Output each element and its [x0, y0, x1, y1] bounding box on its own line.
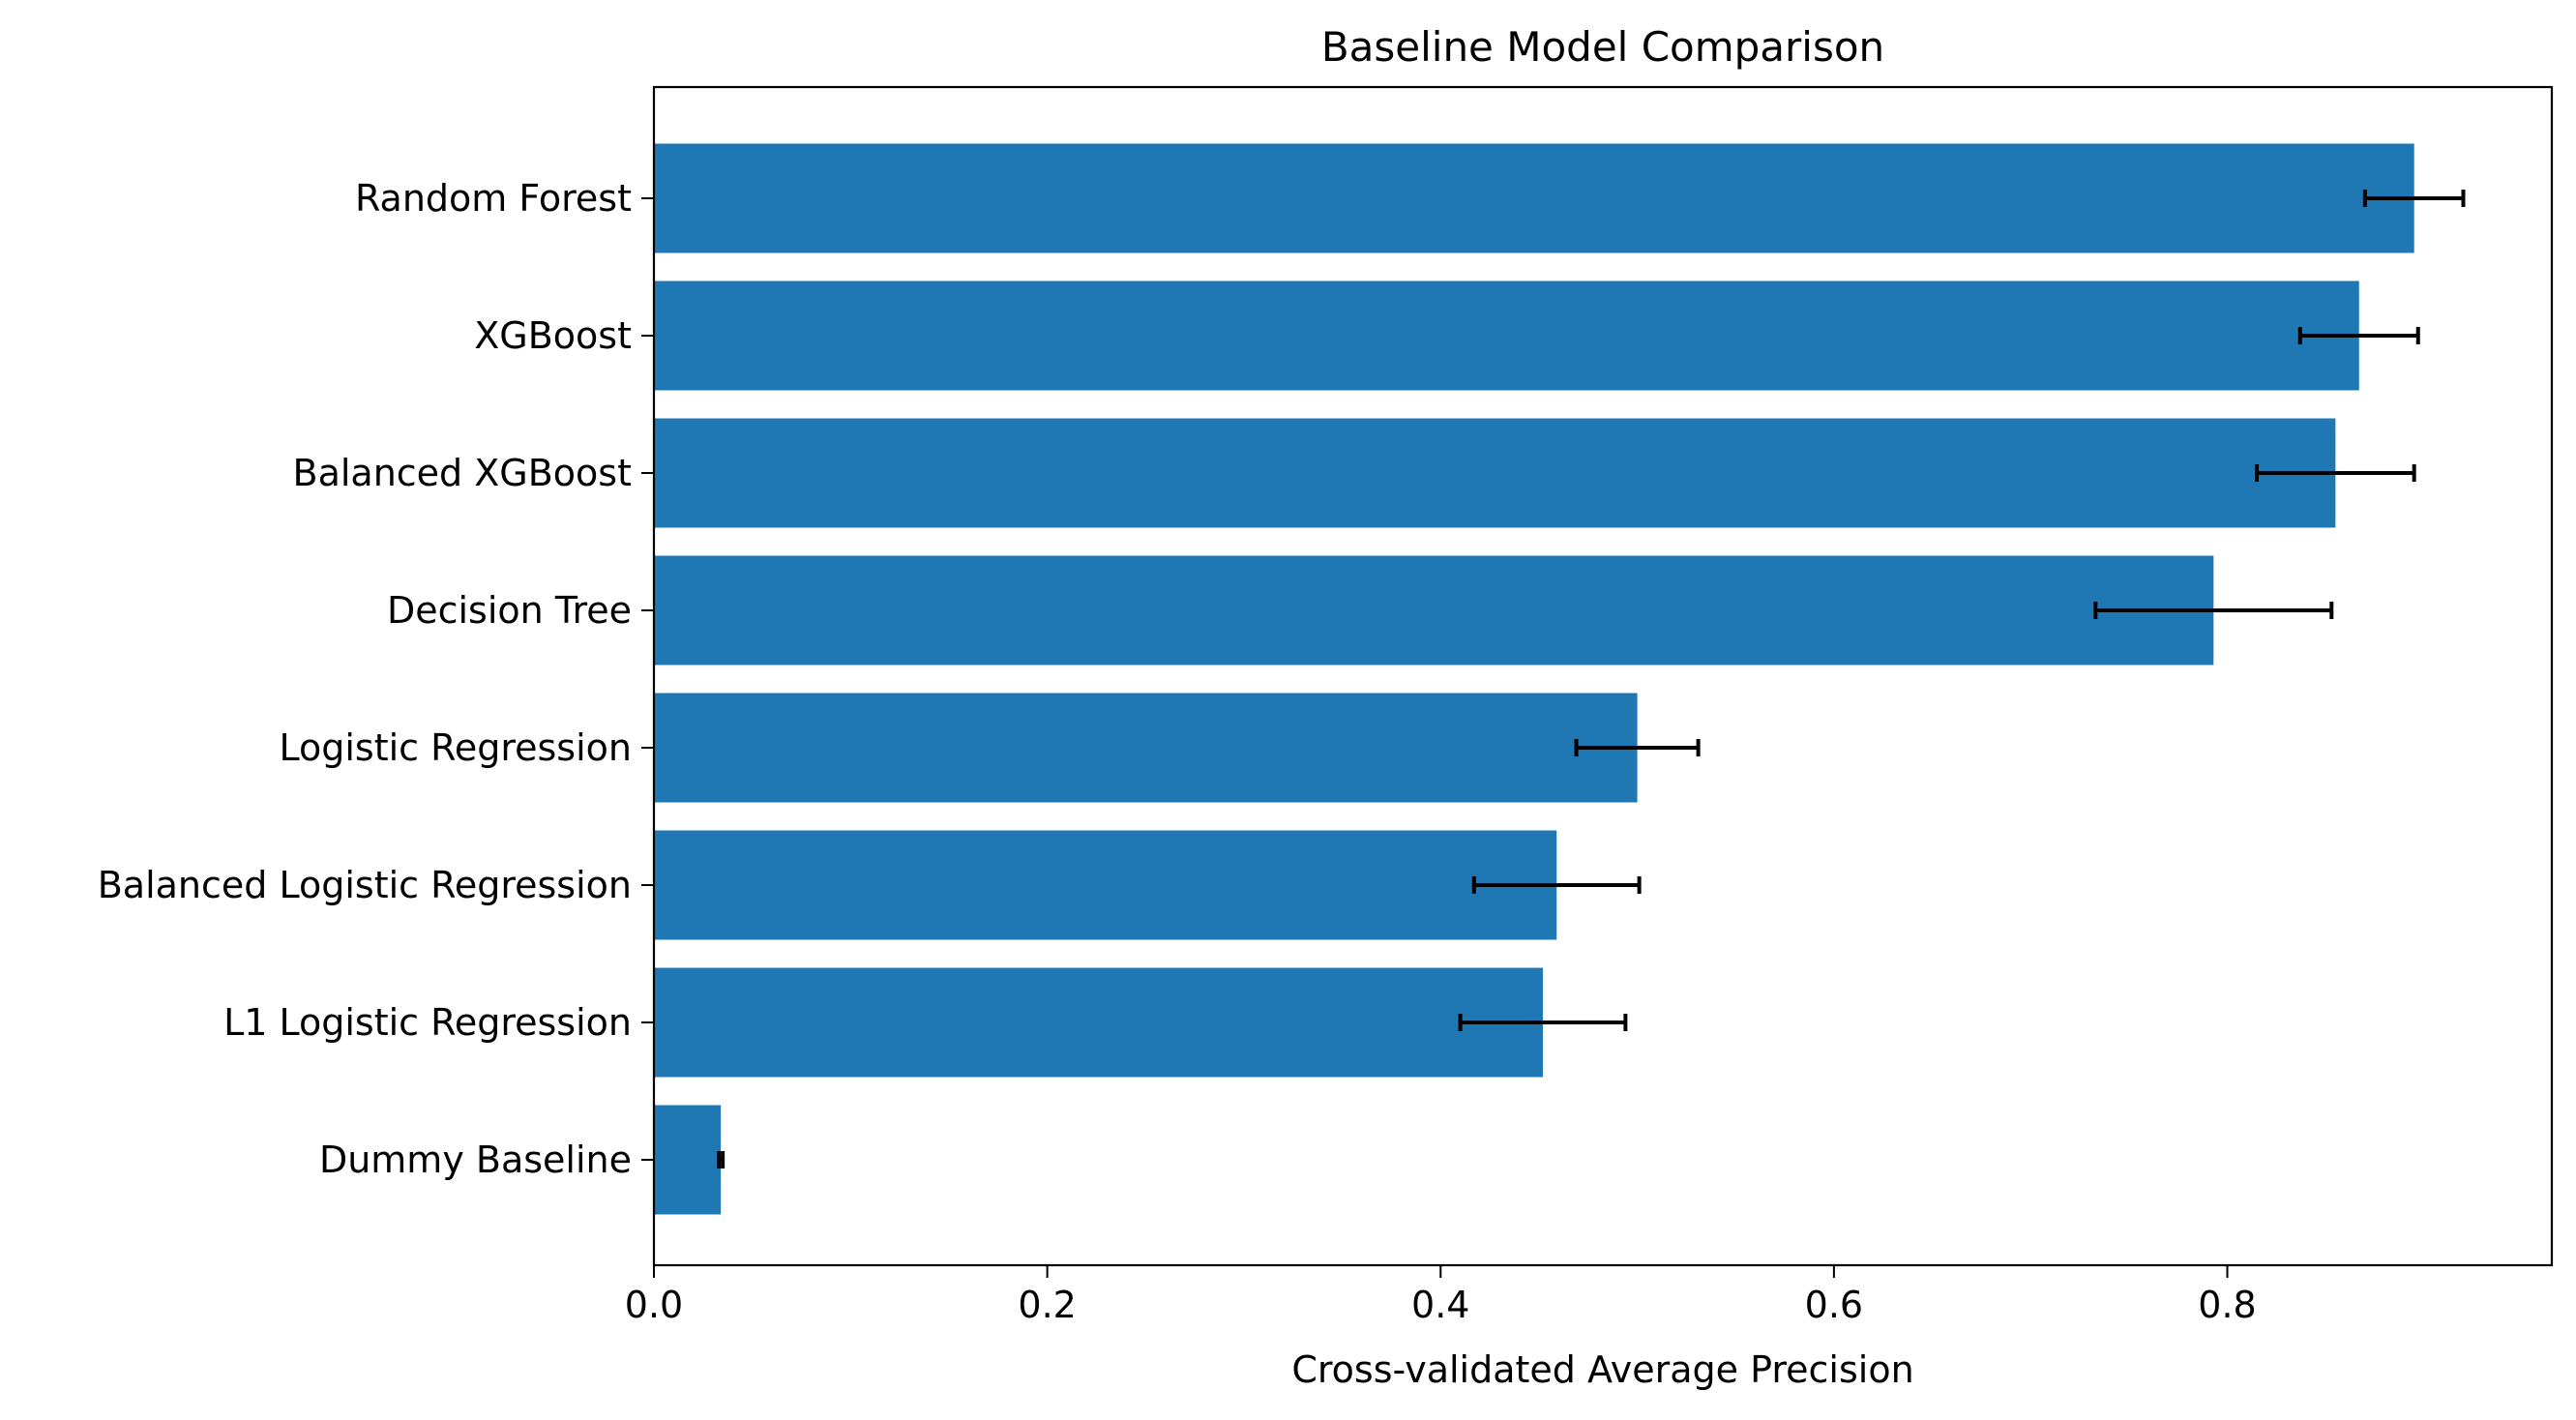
error-bar	[1458, 1014, 1628, 1031]
bar	[654, 555, 2214, 666]
y-tick-label: Dummy Baseline	[319, 1139, 632, 1181]
bars	[654, 143, 2414, 1215]
y-tick-label: Balanced Logistic Regression	[98, 864, 632, 906]
bar	[654, 693, 1638, 803]
error-bar	[1471, 876, 1642, 894]
x-tick-label: 0.6	[1805, 1284, 1863, 1326]
error-bar	[2255, 464, 2416, 482]
x-tick-label: 0.2	[1018, 1284, 1076, 1326]
y-tick-label: Balanced XGBoost	[293, 452, 633, 494]
error-bars	[717, 190, 2466, 1169]
error-bar	[717, 1151, 725, 1169]
bar	[654, 418, 2336, 528]
x-axis: 0.0 0.2 0.4 0.6 0.8	[625, 1265, 2257, 1326]
error-bar	[2297, 327, 2420, 344]
x-tick-label: 0.8	[2198, 1284, 2256, 1326]
y-axis: Random Forest XGBoost Balanced XGBoost Deci…	[98, 177, 654, 1181]
y-tick-label: Decision Tree	[387, 589, 632, 632]
plot-frame	[652, 85, 2554, 1267]
bar	[654, 281, 2359, 391]
x-tick-label: 0.0	[625, 1284, 683, 1326]
bar	[654, 967, 1543, 1078]
y-tick-label: Logistic Regression	[279, 726, 632, 769]
bar	[654, 1105, 722, 1215]
error-bar	[2093, 602, 2334, 619]
x-tick-label: 0.4	[1411, 1284, 1469, 1326]
error-bar	[2362, 190, 2466, 207]
bar	[654, 830, 1557, 940]
chart-title: Baseline Model Comparison	[1321, 23, 1884, 71]
error-bar	[1574, 739, 1701, 756]
x-axis-label: Cross-validated Average Precision	[1291, 1348, 1913, 1391]
y-tick-label: L1 Logistic Regression	[223, 1001, 632, 1044]
y-tick-label: XGBoost	[474, 314, 632, 357]
bar	[654, 143, 2414, 253]
y-tick-label: Random Forest	[355, 177, 632, 220]
